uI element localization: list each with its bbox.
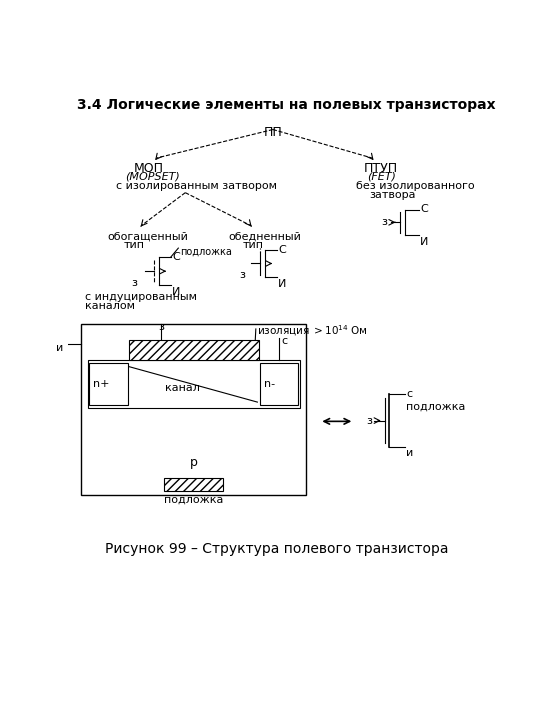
Text: МОП: МОП xyxy=(133,162,164,175)
Text: затвора: затвора xyxy=(370,190,416,200)
Text: подложка: подложка xyxy=(180,246,232,256)
Text: И: И xyxy=(420,237,429,246)
Bar xyxy=(164,477,223,490)
Text: С: С xyxy=(278,245,286,255)
Text: обогащенный: обогащенный xyxy=(108,231,188,241)
Text: без изолированного: без изолированного xyxy=(356,181,475,191)
Text: каналом: каналом xyxy=(85,301,134,311)
Text: тип: тип xyxy=(123,240,144,251)
Text: р: р xyxy=(190,456,198,469)
Text: С: С xyxy=(172,252,180,262)
Text: с изолированным затвором: с изолированным затвором xyxy=(116,181,276,191)
Text: з: з xyxy=(381,217,387,228)
Text: с: с xyxy=(406,389,413,399)
Text: ПП: ПП xyxy=(264,127,282,140)
Text: 3.4 Логические элементы на полевых транзисторах: 3.4 Логические элементы на полевых транз… xyxy=(77,98,495,112)
Text: з: з xyxy=(158,322,164,332)
Text: тип: тип xyxy=(242,240,264,251)
Text: з: з xyxy=(240,270,246,280)
Text: n-: n- xyxy=(264,379,275,389)
Bar xyxy=(87,360,300,408)
Text: подложка: подложка xyxy=(164,495,224,505)
Bar xyxy=(129,341,259,360)
Text: С: С xyxy=(420,204,428,214)
Bar xyxy=(89,363,128,405)
Text: з: з xyxy=(366,415,372,426)
Text: канал: канал xyxy=(165,383,200,393)
Text: з: з xyxy=(131,278,137,288)
Text: и: и xyxy=(56,343,64,354)
Text: с индуцированным: с индуцированным xyxy=(85,292,197,302)
Text: ПТУП: ПТУП xyxy=(363,162,397,175)
Text: изоляция $>10^{14}$ Ом: изоляция $>10^{14}$ Ом xyxy=(258,323,368,338)
Text: И: И xyxy=(278,279,287,289)
Text: и: и xyxy=(406,449,414,459)
Text: Рисунок 99 – Структура полевого транзистора: Рисунок 99 – Структура полевого транзист… xyxy=(105,542,449,557)
Text: подложка: подложка xyxy=(406,402,465,412)
Text: с: с xyxy=(281,336,287,346)
Text: обедненный: обедненный xyxy=(229,231,301,241)
Text: (МОРSET): (МОРSET) xyxy=(126,171,180,181)
Text: n+: n+ xyxy=(93,379,110,389)
Bar xyxy=(82,323,306,495)
Text: И: И xyxy=(172,287,180,297)
Text: (FET): (FET) xyxy=(367,171,395,181)
Bar xyxy=(260,363,299,405)
